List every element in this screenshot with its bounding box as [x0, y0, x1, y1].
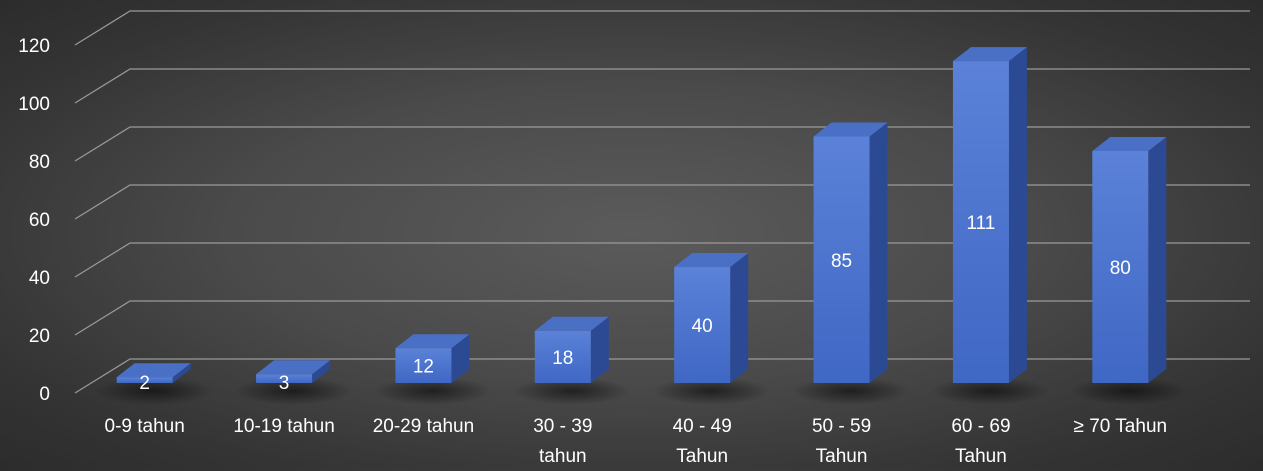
bar-top [116, 363, 191, 378]
data-label: 12 [413, 357, 434, 378]
bar-side [451, 334, 470, 383]
bar [813, 122, 888, 383]
bar-side [730, 253, 749, 383]
data-label: 3 [279, 373, 290, 394]
bar-shadow [652, 377, 770, 405]
x-tick-label: 40 - 49 Tahun [673, 416, 732, 466]
bar-front [534, 330, 591, 383]
bar-front [1092, 151, 1149, 383]
data-label: 18 [552, 348, 573, 369]
x-tick-label: 50 - 59 Tahun [812, 416, 871, 466]
gridlines [74, 10, 1250, 394]
gridline [74, 300, 1250, 336]
bar-top [813, 122, 888, 137]
x-axis-ticks: 0-9 tahun 10-19 tahun 20-29 tahun 30 - 39 ta… [105, 416, 1168, 467]
bar-side [590, 316, 609, 383]
x-tick-label: 10-19 tahun [233, 416, 334, 437]
bar-side [869, 122, 888, 383]
bar [534, 316, 609, 383]
data-label: 40 [692, 316, 713, 337]
bar-side [1148, 137, 1167, 383]
bar-side [1008, 47, 1027, 383]
bar-top [1092, 137, 1167, 151]
y-axis-ticks: 0 20 40 60 80 100 120 [18, 36, 50, 405]
bar [674, 253, 749, 383]
y-tick-label: 80 [29, 152, 50, 173]
bar-front [256, 374, 313, 383]
y-tick-label: 0 [39, 384, 50, 405]
gridline [74, 126, 1250, 162]
bar-top [534, 316, 609, 331]
bar-top [674, 253, 749, 267]
data-labels: 2 3 12 18 40 85 111 80 [139, 213, 1130, 394]
bar-top [952, 47, 1027, 62]
y-tick-label: 120 [18, 36, 50, 57]
bar-side [312, 360, 331, 383]
y-tick-label: 20 [29, 326, 50, 347]
bar-shadow [94, 377, 213, 405]
bars [116, 47, 1167, 383]
data-label: 2 [139, 373, 150, 394]
bar-top [256, 360, 331, 375]
y-tick-label: 40 [29, 268, 50, 289]
bar-shadow [791, 377, 910, 405]
floor-shadows [94, 377, 1189, 405]
bar-front [674, 267, 731, 383]
x-tick-label: 20-29 tahun [373, 416, 474, 437]
data-label: 111 [966, 213, 995, 234]
bar [1092, 137, 1167, 383]
gridline [74, 68, 1250, 104]
bar-shadow [1070, 377, 1189, 405]
gridline [74, 184, 1250, 220]
data-label: 85 [831, 251, 852, 272]
y-tick-label: 100 [18, 94, 50, 115]
bar [256, 360, 331, 383]
bar-front [116, 377, 173, 383]
bar-front [813, 136, 870, 383]
bar-top [395, 334, 470, 349]
x-tick-label: 60 - 69 Tahun [951, 416, 1010, 466]
data-label: 80 [1110, 258, 1131, 279]
bar-front [952, 61, 1009, 383]
y-tick-label: 60 [29, 210, 50, 231]
gridline [74, 10, 1250, 46]
x-tick-label: ≥ 70 Tahun [1074, 416, 1168, 437]
x-tick-label: 30 - 39 tahun [533, 416, 592, 466]
bar [395, 334, 470, 383]
gridline [74, 242, 1250, 278]
x-tick-label: 0-9 tahun [105, 416, 185, 437]
bar-shadow [513, 377, 631, 405]
bar-shadow [234, 377, 352, 405]
bar [952, 47, 1027, 383]
bar-shadow [373, 377, 492, 405]
bar-shadow [931, 377, 1049, 405]
bar [116, 363, 191, 383]
bar-front [395, 348, 452, 383]
bar-side [172, 363, 191, 383]
